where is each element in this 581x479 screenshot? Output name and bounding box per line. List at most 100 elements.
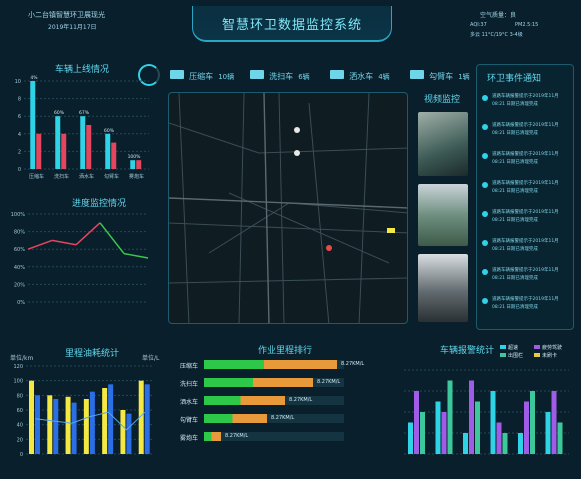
ranking-track bbox=[204, 396, 344, 405]
truck-icon bbox=[170, 70, 184, 79]
notice-line2: 08:21 日期已清理完成 bbox=[492, 160, 538, 165]
air-quality: 空气质量：良 bbox=[480, 12, 517, 19]
vehicle-counts: 压缩车 10辆 洗扫车 6辆 洒水车 4辆 勾臂车 1辆 bbox=[170, 62, 470, 83]
ranking-track bbox=[204, 360, 344, 369]
alarm-chart-title: 车辆报警统计 bbox=[440, 346, 495, 356]
bar bbox=[463, 433, 468, 454]
y-tick-label: 80% bbox=[14, 230, 25, 236]
notice-line2: 08:21 日期已清理完成 bbox=[492, 189, 538, 194]
notice-item[interactable]: 道路车辆报警提示于2019年11月 08:21 日期已清理完成 bbox=[480, 179, 572, 205]
ranking-label: 洒水车 bbox=[180, 399, 199, 406]
map-marker[interactable] bbox=[294, 150, 300, 156]
bar bbox=[126, 413, 132, 454]
notice-item[interactable]: 道路车辆报警提示于2019年11月 08:21 日期已清理完成 bbox=[480, 237, 572, 263]
bar bbox=[65, 396, 71, 454]
bar bbox=[130, 160, 136, 169]
video-thumb[interactable] bbox=[418, 184, 468, 246]
bar bbox=[447, 380, 453, 454]
legend-label: 超速 bbox=[508, 345, 519, 351]
ranking-track bbox=[204, 432, 344, 441]
map-roads bbox=[169, 93, 407, 323]
video-thumb[interactable] bbox=[418, 112, 468, 176]
notice-line2: 08:21 日期已清理完成 bbox=[492, 218, 538, 223]
bar bbox=[108, 384, 114, 454]
bar bbox=[524, 401, 529, 454]
fuel-right-unit: 单位/L bbox=[142, 355, 160, 362]
bar bbox=[545, 412, 551, 454]
bar bbox=[55, 116, 61, 169]
online-chart-title: 车辆上线情况 bbox=[55, 65, 110, 75]
notice-item[interactable]: 道路车辆报警提示于2019年11月 08:21 日期已清理完成 bbox=[480, 208, 572, 234]
ranking-track bbox=[204, 414, 344, 423]
y-tick-label: 40% bbox=[14, 265, 25, 271]
alarm-chart bbox=[404, 369, 569, 455]
bar bbox=[102, 388, 108, 454]
ranking-label: 压缩车 bbox=[180, 363, 199, 370]
line-segment bbox=[123, 252, 149, 259]
video-thumb[interactable] bbox=[418, 254, 468, 322]
x-tick-label: 雾炮车 bbox=[129, 173, 144, 180]
bar bbox=[111, 142, 117, 169]
x-tick-label: 压缩车 bbox=[29, 173, 44, 180]
page-title: 智慧环卫数据监控系统 bbox=[221, 18, 362, 33]
vehicle-count-label: 勾臂车 bbox=[429, 72, 454, 81]
notice-line1: 道路车辆报警提示于2019年11月 bbox=[492, 297, 559, 302]
map-marker[interactable] bbox=[387, 228, 395, 233]
notice-item[interactable]: 道路车辆报警提示于2019年11月 08:21 日期已清理完成 bbox=[480, 266, 572, 292]
map-marker[interactable] bbox=[294, 127, 300, 133]
bar bbox=[35, 395, 40, 454]
bar bbox=[496, 422, 502, 454]
legend-item: 未刷卡 bbox=[534, 352, 557, 359]
bar bbox=[86, 125, 92, 169]
x-tick-label: 勾臂车 bbox=[104, 173, 119, 180]
bar bbox=[518, 433, 523, 454]
bar bbox=[420, 412, 425, 454]
y-tick-label: 10 bbox=[15, 79, 21, 85]
vehicle-count-item: 压缩车 10辆 bbox=[170, 64, 234, 83]
ranking-fill bbox=[204, 360, 337, 369]
bar bbox=[557, 422, 563, 454]
notice-line1: 道路车辆报警提示于2019年11月 bbox=[492, 181, 559, 186]
bar bbox=[490, 391, 496, 454]
bar bbox=[475, 401, 480, 454]
notice-item[interactable]: 道路车辆报警提示于2019年11月 08:21 日期已清理完成 bbox=[480, 150, 572, 176]
vehicle-count-label: 洗扫车 bbox=[269, 72, 294, 81]
y-tick-label: 0 bbox=[20, 452, 23, 458]
y-tick-label: 2 bbox=[18, 149, 21, 155]
y-tick-label: 60% bbox=[14, 247, 25, 253]
notice-dot-icon bbox=[482, 182, 488, 188]
header-date: 2019年11月17日 bbox=[48, 24, 97, 31]
map-marker[interactable] bbox=[326, 245, 332, 251]
bar bbox=[120, 410, 126, 454]
legend-label: 未刷卡 bbox=[542, 353, 558, 359]
notice-dot-icon bbox=[482, 211, 488, 217]
notice-title: 环卫事件通知 bbox=[487, 74, 542, 84]
bar bbox=[435, 401, 441, 454]
bar bbox=[136, 160, 142, 169]
ranking-value: 8.27KM/L bbox=[289, 397, 313, 403]
ranking-fill bbox=[204, 378, 313, 387]
notice-line1: 道路车辆报警提示于2019年11月 bbox=[492, 123, 559, 128]
ranking-track bbox=[204, 378, 344, 387]
notice-item[interactable]: 道路车辆报警提示于2019年11月 08:21 日期已清理完成 bbox=[480, 92, 572, 118]
data-label: 4% bbox=[30, 75, 38, 81]
map-panel[interactable] bbox=[168, 92, 408, 324]
notice-line1: 道路车辆报警提示于2019年11月 bbox=[492, 268, 559, 273]
notice-line2: 08:21 日期已清理完成 bbox=[492, 305, 538, 310]
bar bbox=[502, 433, 508, 454]
vehicle-count-label: 洒水车 bbox=[349, 72, 374, 81]
legend-label: 出围栏 bbox=[508, 353, 524, 359]
bar bbox=[47, 395, 53, 454]
notice-line1: 道路车辆报警提示于2019年11月 bbox=[492, 152, 559, 157]
ranking-value: 8.27KM/L bbox=[317, 379, 341, 385]
notice-dot-icon bbox=[482, 298, 488, 304]
legend-item: 出围栏 bbox=[500, 352, 523, 359]
y-tick-label: 100% bbox=[11, 212, 26, 218]
bar bbox=[138, 380, 144, 454]
y-tick-label: 20% bbox=[14, 282, 25, 288]
bar bbox=[61, 133, 67, 169]
notice-item[interactable]: 道路车辆报警提示于2019年11月 08:21 日期已清理完成 bbox=[480, 295, 572, 321]
legend-swatch bbox=[534, 353, 540, 357]
vehicle-count-item: 洒水车 4辆 bbox=[330, 64, 390, 83]
notice-item[interactable]: 道路车辆报警提示于2019年11月 08:21 日期已清理完成 bbox=[480, 121, 572, 147]
